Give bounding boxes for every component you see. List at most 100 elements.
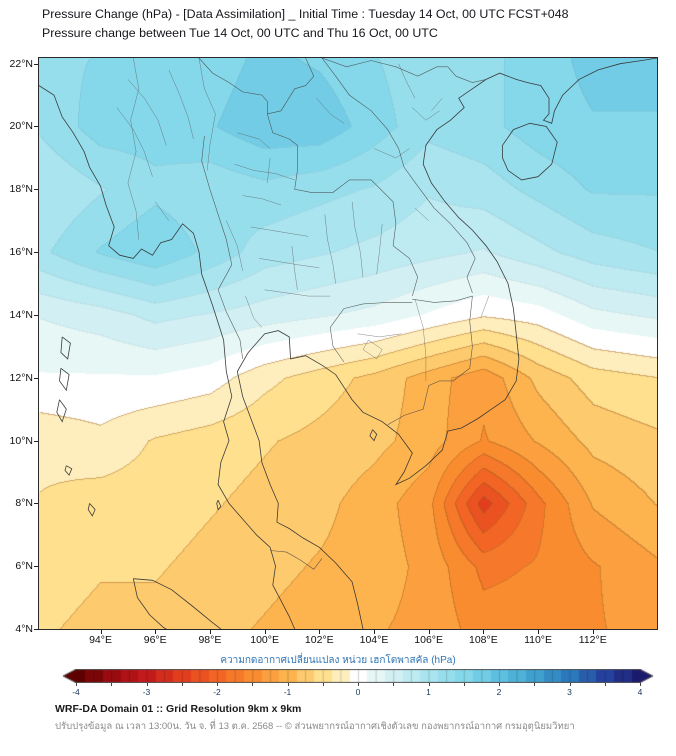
- colorbar-tick-label: 3: [567, 687, 572, 697]
- boundary-line: [132, 578, 167, 629]
- boundary-line: [351, 201, 364, 278]
- boundary-line: [267, 58, 315, 115]
- boundary-line: [242, 195, 282, 206]
- lat-axis-tick: [34, 252, 38, 254]
- footer-domain-text: WRF-DA Domain 01 :: Grid Resolution 9km …: [55, 703, 302, 715]
- colorbar-minor-tick: [287, 683, 289, 686]
- boundary-line: [116, 107, 153, 177]
- boundary-line: [291, 245, 298, 290]
- lon-tick-label: 112°E: [578, 634, 607, 646]
- lat-axis-tick: [34, 377, 38, 379]
- lon-tick-label: 100°E: [250, 634, 279, 646]
- boundary-line: [369, 429, 378, 442]
- colorbar-tick-labels: -4 -3 -2 -1 0 1 2 3 4: [62, 683, 654, 699]
- map-plot: [38, 57, 658, 630]
- colorbar-minor-tick: [146, 683, 148, 686]
- pressure-field-canvas: [39, 58, 657, 629]
- boundary-line: [127, 79, 167, 146]
- lat-tick-label: 20°N: [9, 120, 33, 133]
- boundary-line: [168, 69, 194, 140]
- boundary-line: [321, 58, 487, 83]
- colorbar-tick-label: -3: [142, 687, 151, 697]
- boundary-line: [201, 135, 243, 359]
- lon-tick-label: 110°E: [524, 634, 553, 646]
- boundary-line: [412, 107, 440, 121]
- chart-title-line1: Pressure Change (hPa) - [Data Assimilati…: [42, 7, 569, 21]
- colorbar-tick-label: -1: [283, 687, 292, 697]
- colorbar-canvas: [62, 669, 654, 683]
- boundary-line: [60, 336, 71, 360]
- boundary-line: [236, 58, 657, 629]
- boundary-line: [387, 296, 473, 426]
- lat-tick-label: 8°N: [15, 497, 33, 510]
- boundary-line: [373, 148, 410, 159]
- colorbar-minor-tick: [76, 683, 77, 686]
- boundary-line: [259, 258, 320, 269]
- lat-axis-tick: [34, 126, 38, 128]
- lon-tick-label: 106°E: [414, 634, 444, 646]
- boundary-line: [226, 220, 243, 271]
- lon-axis-tick: [155, 630, 157, 634]
- lat-axis-tick: [34, 189, 38, 191]
- lon-axis-tick: [264, 630, 266, 634]
- boundary-line: [316, 98, 345, 124]
- boundary-line: [324, 214, 336, 284]
- colorbar-minor-tick: [358, 683, 359, 686]
- boundary-line: [127, 58, 140, 240]
- lat-tick-label: 18°N: [9, 183, 33, 196]
- lon-tick-label: 104°E: [359, 634, 389, 646]
- lon-tick-label: 98°E: [198, 634, 222, 646]
- colorbar-tick-label: -2: [213, 687, 221, 697]
- boundary-line: [362, 339, 383, 360]
- lat-tick-label: 14°N: [9, 308, 33, 321]
- lon-tick-label: 94°E: [89, 634, 112, 646]
- colorbar-tick-label: 1: [426, 687, 431, 697]
- boundary-line: [245, 296, 263, 328]
- boundary-line: [216, 500, 222, 511]
- lon-tick-label: 108°E: [468, 634, 498, 646]
- lat-axis-tick: [34, 566, 38, 568]
- colorbar-minor-tick: [181, 683, 183, 686]
- colorbar-tick-label: 0: [355, 687, 361, 697]
- colorbar-minor-tick: [640, 683, 641, 686]
- lat-axis-tick: [34, 314, 38, 316]
- lon-axis-tick: [538, 630, 540, 634]
- colorbar-minor-tick: [604, 683, 606, 686]
- boundary-line: [414, 207, 429, 221]
- colorbar-tick-label: 4: [637, 687, 643, 697]
- lon-axis-tick: [209, 630, 211, 634]
- colorbar-minor-tick: [569, 683, 571, 686]
- boundary-line: [270, 550, 323, 570]
- boundary-line: [414, 299, 427, 381]
- boundary-line: [321, 58, 476, 293]
- colorbar-tick-label: -4: [72, 687, 80, 697]
- boundary-line: [234, 163, 295, 181]
- boundary-line: [329, 302, 413, 363]
- boundary-line: [264, 289, 331, 297]
- chart-title-line2: Pressure change between Tue 14 Oct, 00 U…: [42, 26, 438, 40]
- boundary-line: [398, 63, 416, 99]
- boundary-line: [39, 85, 296, 629]
- boundary-line: [133, 578, 222, 629]
- boundary-line: [431, 98, 443, 111]
- boundary-line: [502, 122, 558, 181]
- lat-tick-label: 6°N: [15, 560, 33, 573]
- lon-axis-tick: [319, 630, 321, 634]
- colorbar-minor-tick: [428, 683, 430, 686]
- lon-tick-label: 102°E: [304, 634, 334, 646]
- lat-tick-label: 12°N: [9, 371, 33, 384]
- lat-axis-tick: [34, 63, 38, 65]
- boundary-line: [267, 157, 271, 184]
- boundary-line: [412, 295, 473, 303]
- colorbar-minor-tick: [499, 683, 500, 686]
- footer-update-text: ปรับปรุงข้อมูล ณ เวลา 13:00น. วัน จ. ที่…: [55, 721, 575, 732]
- boundary-line: [198, 58, 216, 171]
- colorbar-minor-tick: [463, 683, 465, 686]
- boundary-line: [376, 223, 383, 275]
- boundary-line: [64, 465, 73, 476]
- boundary-line: [59, 367, 70, 392]
- lon-axis-tick: [373, 630, 375, 634]
- boundary-line: [267, 113, 419, 297]
- boundary-line: [237, 132, 271, 149]
- lat-axis-tick: [34, 503, 38, 505]
